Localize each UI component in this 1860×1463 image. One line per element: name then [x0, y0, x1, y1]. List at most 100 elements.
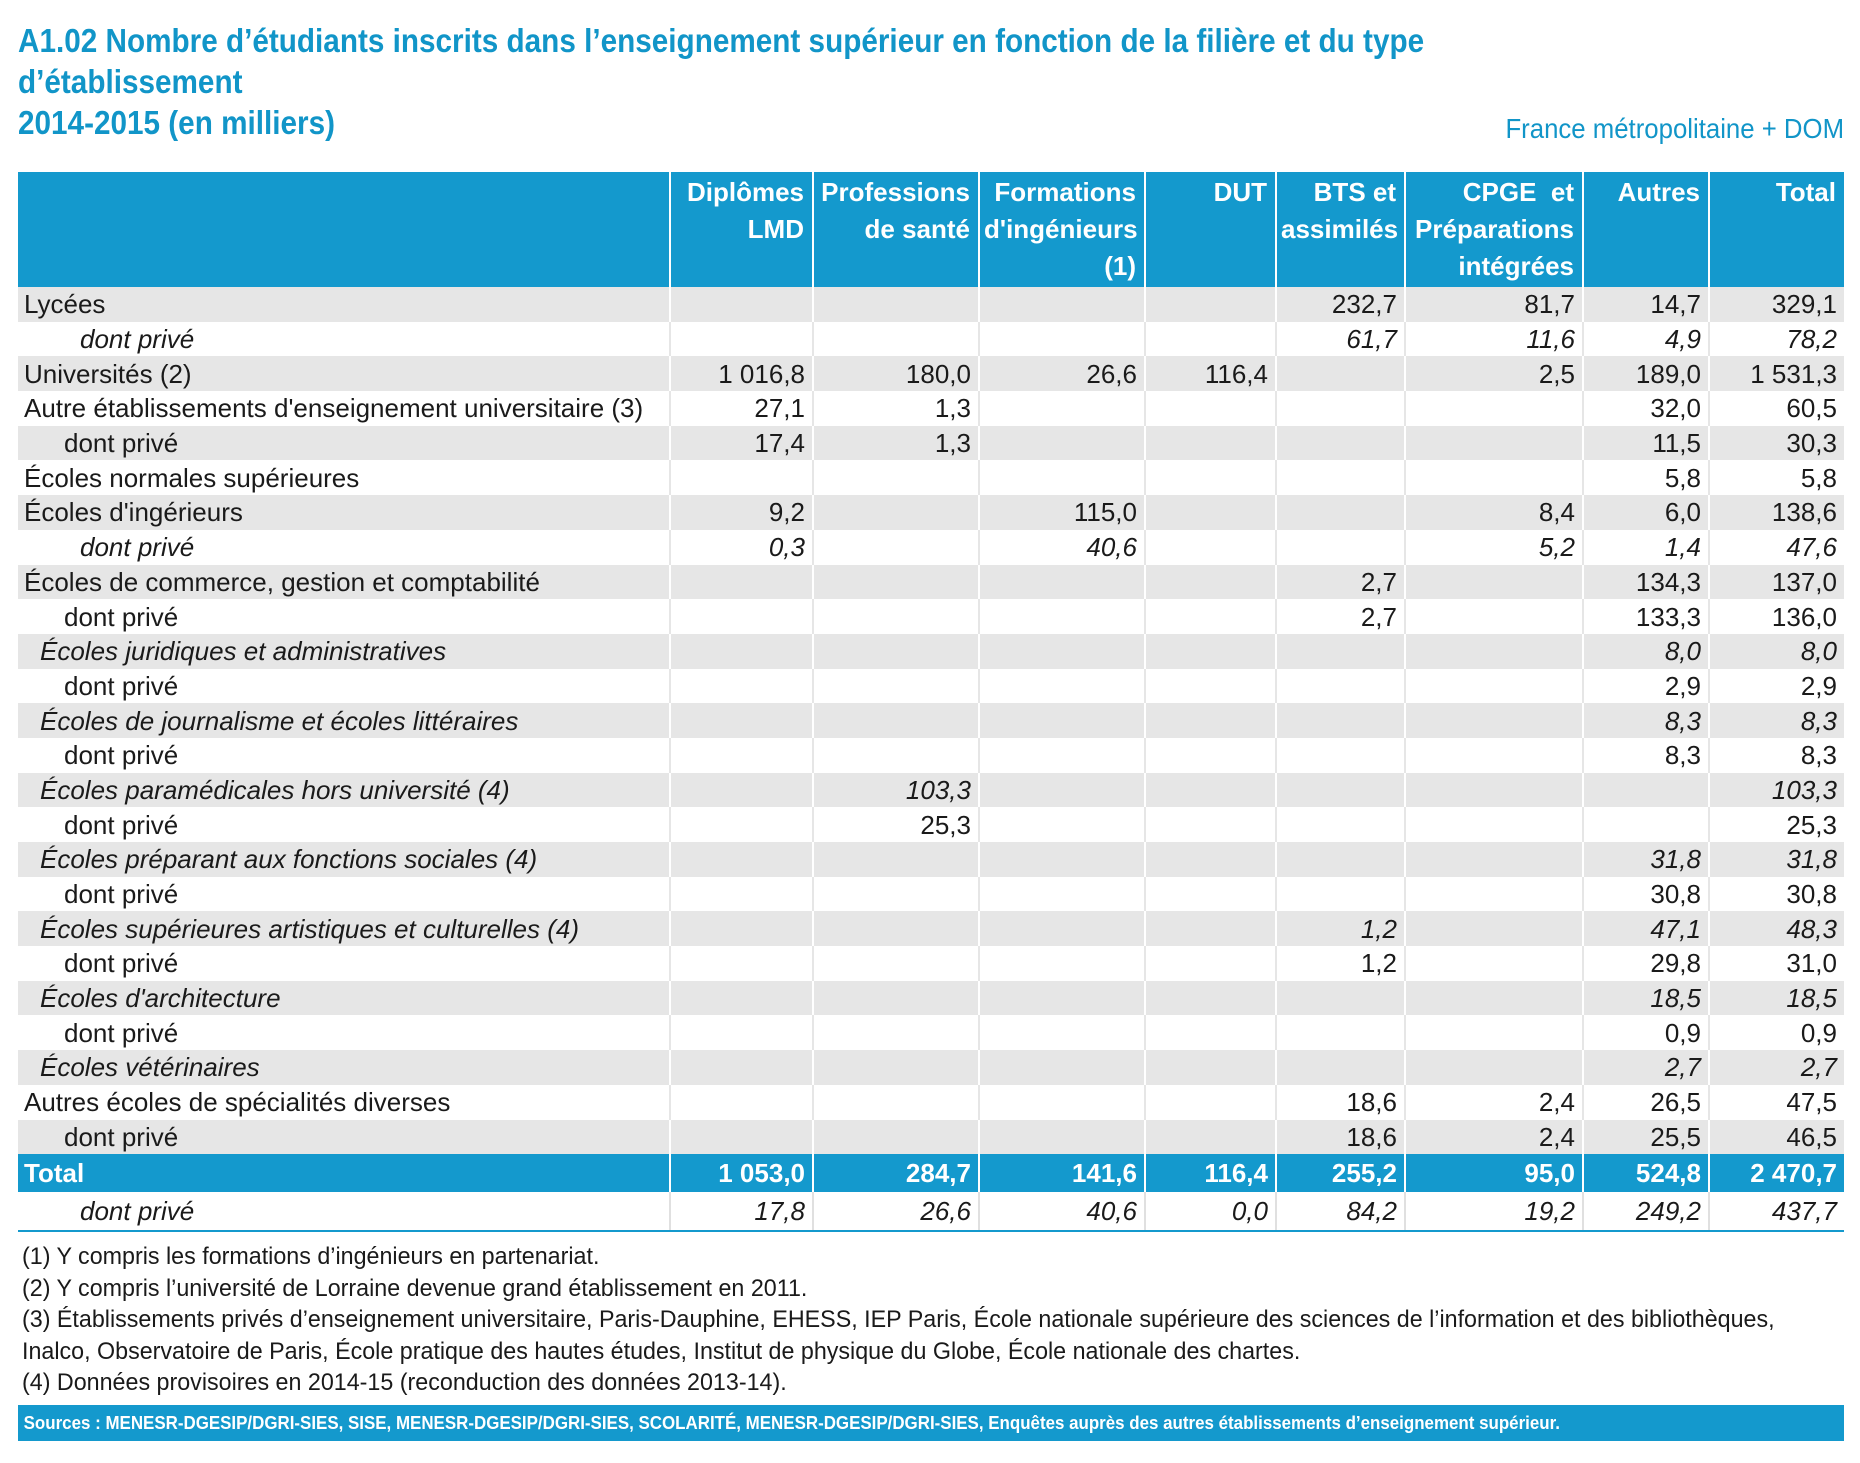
row-label: Écoles de journalisme et écoles littérai… [18, 703, 670, 738]
table-cell [1144, 1015, 1276, 1051]
table-cell [1144, 1119, 1276, 1155]
table-cell: 32,0 [1582, 391, 1709, 426]
table-cell: 116,4 [1144, 1154, 1276, 1193]
table-row: dont privé 30,8 30,8 [18, 876, 1844, 912]
table-cell [1275, 842, 1405, 877]
table-cell: 2,4 [1404, 1119, 1583, 1155]
table-cell: 30,8 [1708, 876, 1844, 912]
row-label: dont privé [18, 1192, 670, 1233]
table-cell: 1,2 [1275, 911, 1405, 947]
table-cell [1404, 564, 1583, 600]
table-cell: 1,3 [812, 425, 979, 461]
table-cell: 81,7 [1404, 287, 1583, 322]
table-cell [1144, 876, 1276, 912]
table-cell [1275, 807, 1405, 842]
table-cell: 5,8 [1582, 460, 1709, 496]
table-cell [669, 633, 813, 669]
row-label: Universités (2) [18, 356, 670, 392]
footnotes: (1) Y compris les formations d’ingénieur… [22, 1241, 1852, 1399]
table-cell [812, 737, 979, 773]
table-cell: 6,0 [1582, 495, 1709, 530]
table-cell: 329,1 [1708, 287, 1844, 322]
table-cell [812, 287, 979, 322]
table-cell [812, 529, 979, 565]
table-cell: 95,0 [1404, 1154, 1583, 1193]
table-cell: 11,5 [1582, 425, 1709, 461]
table-cell [1404, 807, 1583, 842]
table-cell [812, 321, 979, 357]
table-row: Lycées 232,7 81,7 14,7 329,1 [18, 287, 1844, 322]
row-label: Écoles vétérinaires [18, 1050, 670, 1085]
table-cell: 31,0 [1708, 946, 1844, 981]
table-cell [978, 1119, 1145, 1155]
table-cell: 4,9 [1582, 321, 1709, 357]
table-cell [1582, 807, 1709, 842]
table-cell: 0,9 [1708, 1015, 1844, 1051]
table-cell: 19,2 [1404, 1192, 1583, 1233]
table-row: dont privé 18,6 2,4 25,5 46,5 [18, 1119, 1844, 1155]
table-cell: 5,2 [1404, 529, 1583, 565]
table-cell [1275, 495, 1405, 530]
table-cell [1275, 737, 1405, 773]
table-row: dont privé 25,3 25,3 [18, 807, 1844, 842]
table-cell [669, 842, 813, 877]
table-cell [1144, 772, 1276, 808]
page-title: A1.02 Nombre d’étudiants inscrits dans l… [18, 20, 1620, 143]
table-cell [978, 1050, 1145, 1085]
table-cell: 115,0 [978, 495, 1145, 530]
table-cell: 8,3 [1582, 737, 1709, 773]
table-cell: 14,7 [1582, 287, 1709, 322]
table-cell [1404, 772, 1583, 808]
footnote: Inalco, Observatoire de Paris, École pra… [22, 1337, 1301, 1365]
table-cell [1275, 425, 1405, 461]
table-cell [1404, 668, 1583, 704]
table-cell: 137,0 [1708, 564, 1844, 600]
table-cell: 136,0 [1708, 599, 1844, 634]
table-cell [1275, 391, 1405, 426]
table-cell: 1 053,0 [669, 1154, 813, 1193]
table-header: Diplômes LMD Professions de santé Formatio… [18, 172, 1844, 287]
row-label: dont privé [18, 599, 670, 634]
table-cell [669, 668, 813, 704]
table-cell [1404, 599, 1583, 634]
table-cell: 18,5 [1708, 980, 1844, 1016]
table-cell: 8,0 [1582, 633, 1709, 669]
table-cell [1275, 1050, 1405, 1085]
table-cell: 437,7 [1708, 1192, 1844, 1233]
table-cell: 18,5 [1582, 980, 1709, 1016]
table-cell [669, 1015, 813, 1051]
table-cell: 26,6 [978, 356, 1145, 392]
footnote: (2) Y compris l’université de Lorraine d… [22, 1274, 808, 1302]
table-cell: 17,8 [669, 1192, 813, 1233]
table-cell [978, 842, 1145, 877]
table-cell [978, 946, 1145, 981]
table-cell [1144, 391, 1276, 426]
table-cell [669, 876, 813, 912]
table-cell: 25,5 [1582, 1119, 1709, 1155]
row-label: Écoles de commerce, gestion et comptabil… [18, 564, 670, 600]
table-cell [812, 668, 979, 704]
table-cell [812, 1015, 979, 1051]
table-cell [978, 391, 1145, 426]
row-label: dont privé [18, 425, 670, 461]
table-cell: 284,7 [812, 1154, 979, 1193]
row-label: Écoles d'ingérieurs [18, 495, 670, 530]
table-cell: 133,3 [1582, 599, 1709, 634]
table-cell [1144, 980, 1276, 1016]
row-label: Écoles normales supérieures [18, 460, 670, 496]
table-row: Écoles juridiques et administratives 8,0 8… [18, 633, 1844, 669]
table-cell: 30,8 [1582, 876, 1709, 912]
table-cell: 31,8 [1582, 842, 1709, 877]
table-cell [812, 911, 979, 947]
table-cell [1404, 737, 1583, 773]
table-row: Écoles vétérinaires 2,7 2,7 [18, 1050, 1844, 1085]
footnote: (3) Établissements privés d’enseignement… [22, 1306, 1775, 1333]
table-cell [669, 1084, 813, 1120]
table-cell: 2 470,7 [1708, 1154, 1844, 1193]
table-cell [669, 807, 813, 842]
table-cell: 26,5 [1582, 1084, 1709, 1120]
table-cell: 524,8 [1582, 1154, 1709, 1193]
table-cell [669, 460, 813, 496]
table-cell [1144, 460, 1276, 496]
table-cell [812, 1050, 979, 1085]
